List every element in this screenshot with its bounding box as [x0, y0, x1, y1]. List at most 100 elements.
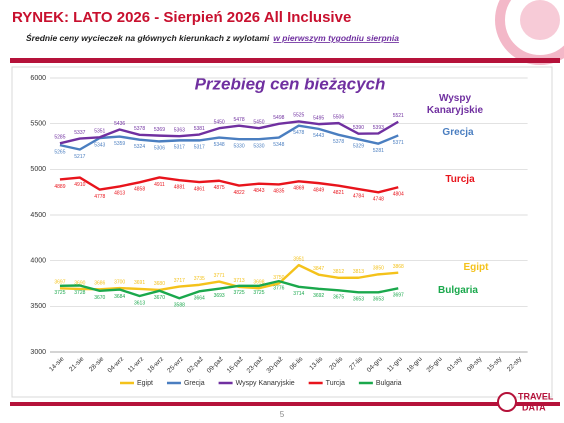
data-label: 5317 [194, 145, 205, 151]
data-label: 5324 [134, 144, 145, 150]
data-label: 5436 [114, 121, 125, 127]
series-line [59, 124, 399, 151]
subtitle: Średnie ceny wycieczek na głównych kieru… [26, 32, 399, 43]
data-label: 4821 [333, 190, 344, 196]
data-label: 3670 [154, 295, 165, 301]
data-label: 4869 [293, 186, 304, 192]
data-label: 5495 [313, 115, 324, 121]
data-label: 3680 [154, 281, 165, 287]
data-label: 5369 [154, 127, 165, 133]
series-line [59, 176, 399, 194]
data-label: 3951 [293, 256, 304, 262]
data-label: 5217 [74, 154, 85, 160]
series-label: Bulgaria [437, 285, 478, 296]
data-label: 3700 [114, 279, 125, 285]
data-label: 5390 [353, 125, 364, 131]
legend-label: Turcja [326, 380, 345, 387]
data-label: 4748 [373, 197, 384, 203]
data-label: 5330 [233, 144, 244, 150]
data-label: 3750 [273, 275, 284, 281]
data-label: 3725 [54, 290, 65, 296]
data-label: 5443 [313, 133, 324, 139]
data-label: 4861 [194, 186, 205, 192]
data-label: 3664 [194, 296, 205, 302]
data-label: 3697 [393, 293, 404, 299]
slide-title: RYNEK: LATO 2026 - Sierpień 2026 All Inc… [12, 9, 351, 26]
y-tick-label: 4500 [30, 212, 46, 219]
data-label: 3690 [74, 280, 85, 286]
data-label: 5478 [293, 130, 304, 136]
legend-label: Bulgaria [376, 380, 402, 387]
data-label: 5359 [114, 141, 125, 147]
data-label: 5498 [273, 115, 284, 121]
y-tick-label: 4000 [30, 258, 46, 265]
legend-label: Egipt [137, 380, 153, 387]
data-label: 4804 [393, 192, 404, 198]
data-label: 3812 [333, 269, 344, 275]
y-tick-label: 3500 [30, 303, 46, 310]
subtitle-emphasis: w pierwszym tygodniu sierpnia [273, 33, 399, 43]
series-label: Turcja [445, 174, 475, 185]
data-label: 5281 [373, 148, 384, 154]
data-label: 4858 [134, 187, 145, 193]
data-label: 3717 [174, 278, 185, 284]
y-tick-label: 5500 [30, 121, 46, 128]
series-label: Wyspy Kanaryjskie [426, 93, 484, 116]
y-tick-label: 5000 [30, 166, 46, 173]
data-label: 3693 [214, 293, 225, 299]
data-label: 3675 [333, 295, 344, 301]
data-label: 3735 [194, 276, 205, 282]
data-label: 5306 [154, 146, 165, 152]
data-label: 5450 [253, 120, 264, 126]
data-label: 5265 [54, 149, 65, 155]
data-label: 5351 [94, 129, 105, 135]
data-label: 4835 [273, 189, 284, 195]
chart-frame [11, 66, 553, 398]
data-label: 5348 [214, 142, 225, 148]
data-label: 4889 [54, 184, 65, 190]
legend-label: Wyspy Kanaryjskie [236, 380, 295, 387]
header-band [10, 58, 560, 63]
data-label: 4843 [253, 188, 264, 194]
data-label: 3588 [174, 303, 185, 309]
y-tick-label: 6000 [30, 75, 46, 82]
data-label: 5317 [174, 145, 185, 151]
page-number: 5 [280, 410, 285, 419]
data-label: 5521 [393, 113, 404, 119]
legend-label: Grecja [184, 380, 205, 387]
data-label: 5393 [373, 125, 384, 131]
decoration [520, 0, 560, 40]
data-label: 5363 [174, 128, 185, 134]
data-label: 4784 [353, 193, 364, 199]
data-label: 5371 [393, 140, 404, 146]
logo-icon [497, 392, 517, 412]
chart-title: Przebieg cen bieżących [195, 74, 386, 93]
series-label: Egipt [463, 262, 489, 273]
data-label: 5450 [214, 120, 225, 126]
y-tick-label: 3000 [30, 349, 46, 356]
data-label: 3713 [233, 278, 244, 284]
series-line [59, 279, 399, 300]
data-label: 4813 [114, 191, 125, 197]
data-label: 3692 [313, 293, 324, 299]
data-label: 3776 [273, 285, 284, 291]
data-label: 5330 [253, 144, 264, 150]
data-label: 3850 [373, 266, 384, 272]
series-line [59, 120, 399, 145]
data-label: 5525 [293, 113, 304, 119]
data-label: 5378 [134, 126, 145, 132]
data-label: 4911 [154, 182, 165, 188]
data-label: 5381 [194, 126, 205, 132]
logo-text: TRAVEL [518, 391, 554, 401]
data-label: 3725 [253, 290, 264, 296]
data-label: 5337 [74, 130, 85, 136]
data-label: 3868 [393, 264, 404, 270]
data-label: 5348 [273, 142, 284, 148]
data-label: 3670 [94, 295, 105, 301]
data-label: 4910 [74, 182, 85, 188]
data-label: 5343 [94, 142, 105, 148]
data-label: 3653 [353, 297, 364, 303]
series-label: Grecja [442, 127, 474, 138]
data-label: 3697 [54, 280, 65, 286]
